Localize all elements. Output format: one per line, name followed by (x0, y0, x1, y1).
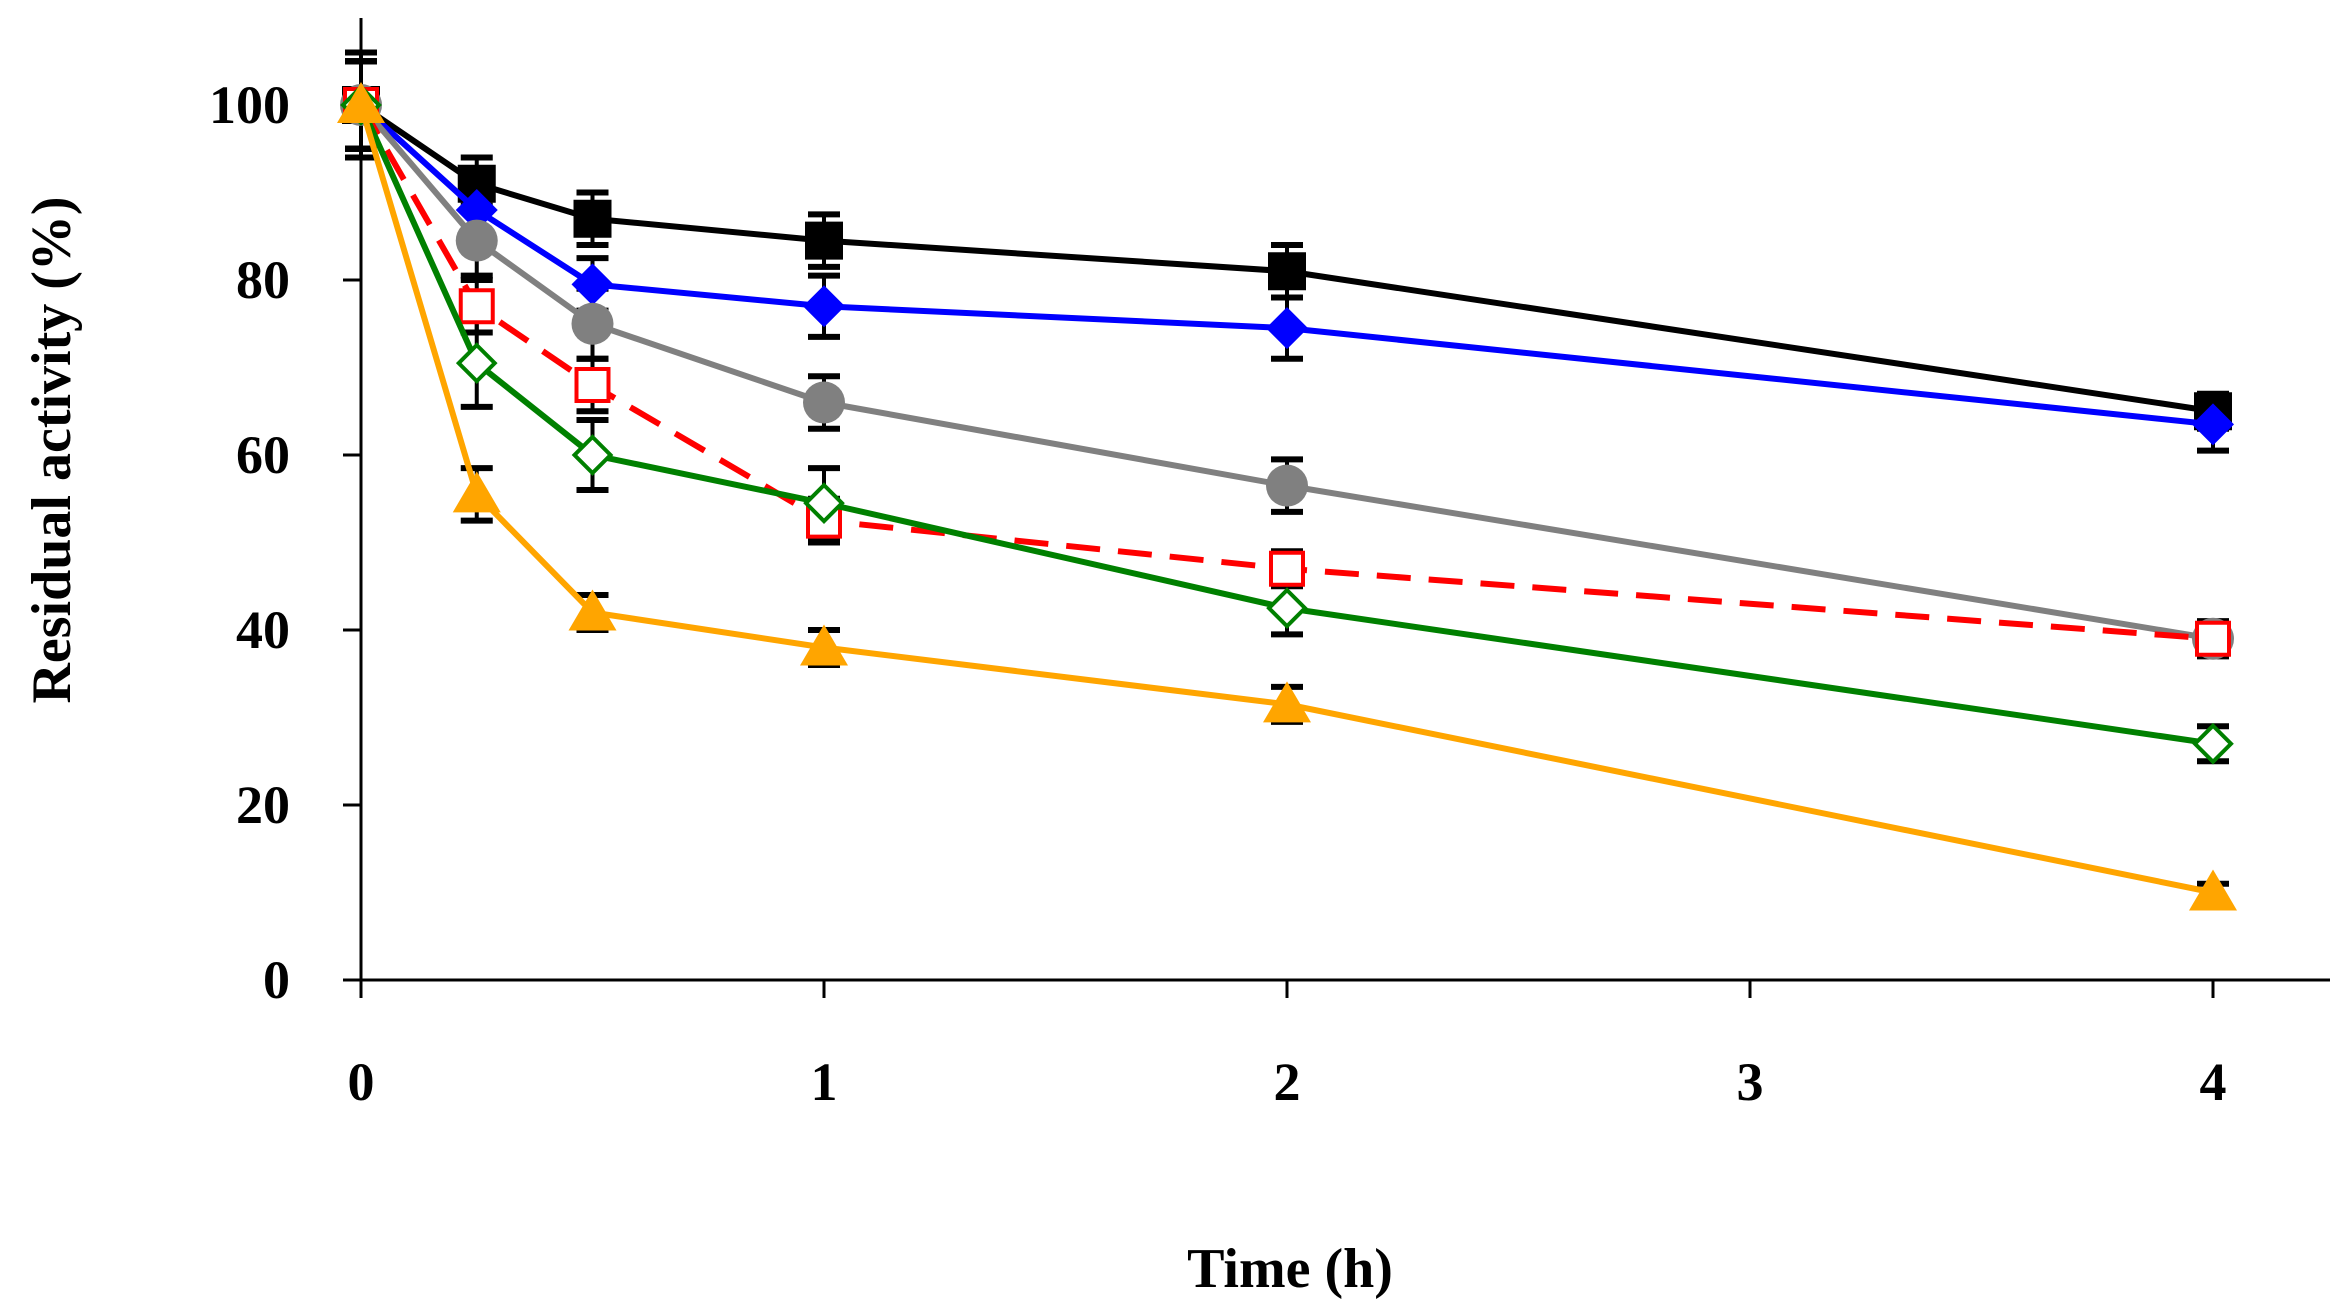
data-point-orange-filled-triangle (800, 624, 848, 666)
data-point-orange-filled-triangle (2189, 869, 2237, 911)
data-point-orange-filled-triangle (568, 589, 617, 631)
data-point-green-open-diamond (571, 434, 614, 476)
data-point-blue-filled-diamond (1266, 307, 1308, 350)
data-point-red-open-square (2195, 620, 2231, 657)
error-bars-green-open-diamond (345, 58, 2229, 765)
x-tick-label: 3 (1737, 1052, 1764, 1112)
axes (359, 18, 2330, 982)
data-point-red-open-square (1269, 550, 1305, 587)
x-tick-label: 0 (348, 1052, 375, 1112)
data-point-green-open-diamond (1266, 587, 1308, 629)
series-black-filled-square (342, 86, 2232, 431)
series-layer (337, 49, 2237, 911)
series-line-green-open-diamond (358, 103, 2214, 747)
y-axis-title: Residual activity (%) (21, 196, 83, 703)
data-point-gray-filled-circle (571, 302, 614, 345)
data-point-red-open-square (574, 367, 611, 403)
data-point-black-filled-square (805, 221, 843, 260)
series-line-black-filled-square (359, 102, 2214, 415)
series-line-gray-filled-circle (358, 103, 2214, 642)
data-point-black-filled-square (1268, 252, 1306, 291)
series-line-blue-filled-diamond (358, 102, 2214, 428)
x-tick-label: 4 (2200, 1052, 2227, 1112)
y-tick-label: 80 (236, 250, 290, 310)
data-point-blue-filled-diamond (803, 285, 845, 328)
y-tick-label: 100 (209, 75, 290, 135)
y-tick-label: 20 (236, 775, 290, 835)
series-line-red-open-square (358, 103, 2214, 642)
data-point-green-open-diamond (2192, 722, 2234, 765)
data-point-red-open-square (458, 288, 495, 325)
data-point-gray-filled-circle (803, 381, 845, 424)
data-point-gray-filled-circle (455, 219, 498, 262)
y-tick-label: 0 (263, 950, 290, 1010)
data-point-green-open-diamond (455, 342, 498, 384)
data-point-blue-filled-diamond (571, 263, 614, 306)
data-point-gray-filled-circle (1266, 464, 1308, 507)
y-tick-label: 60 (236, 425, 290, 485)
series-line-orange-filled-triangle (358, 104, 2214, 896)
x-tick-label: 2 (1274, 1052, 1301, 1112)
x-axis-title: Time (h) (1187, 1238, 1393, 1300)
y-tick-label: 40 (236, 600, 290, 660)
data-point-orange-filled-triangle (1263, 681, 1311, 723)
series-orange-filled-triangle (337, 82, 2237, 911)
data-point-blue-filled-diamond (455, 189, 498, 231)
data-point-black-filled-square (573, 199, 612, 238)
data-point-orange-filled-triangle (452, 471, 501, 513)
data-point-green-open-diamond (803, 482, 845, 524)
data-point-orange-filled-triangle (337, 82, 385, 123)
series-green-open-diamond (340, 84, 2234, 765)
x-tick-label: 1 (811, 1052, 838, 1112)
data-point-blue-filled-diamond (2192, 403, 2234, 446)
